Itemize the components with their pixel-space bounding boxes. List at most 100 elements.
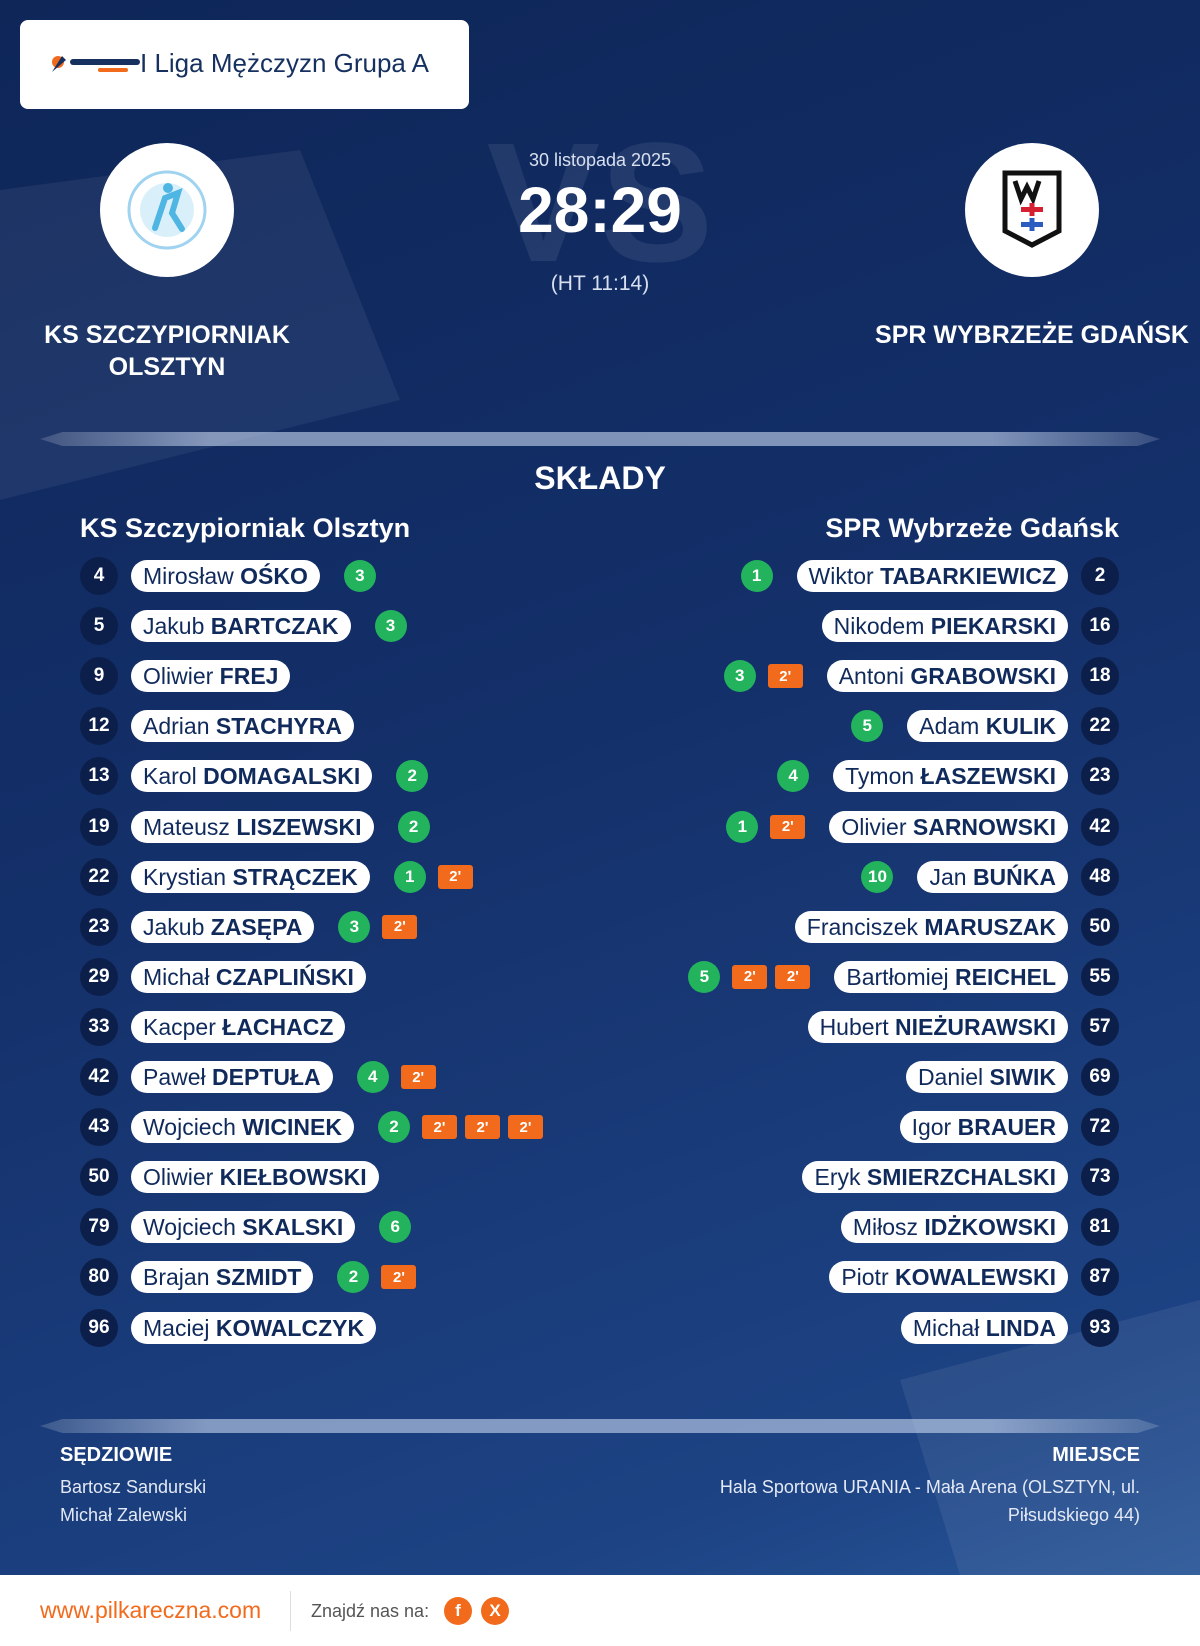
- player-name: Adrian STACHYRA: [131, 710, 354, 743]
- player-number: 42: [1081, 807, 1119, 846]
- away-lineup-title: SPR Wybrzeże Gdańsk: [825, 513, 1119, 543]
- player-name: Wojciech WICINEK: [131, 1111, 354, 1144]
- player-name: Nikodem PIEKARSKI: [821, 610, 1068, 643]
- home-lineup-title: KS Szczypiorniak Olsztyn: [80, 513, 411, 543]
- goals-badge: 1: [740, 560, 773, 592]
- last-name: WICINEK: [242, 1114, 342, 1141]
- player-name: Karol DOMAGALSKI: [131, 760, 373, 793]
- player-name: Adam KULIK: [907, 710, 1068, 743]
- player-name: Oliwier FREJ: [131, 660, 291, 693]
- separator: [290, 1591, 291, 1631]
- officials: SĘDZIOWIE Bartosz Sandurski Michał Zalews…: [60, 1444, 206, 1529]
- last-name: SKALSKI: [242, 1214, 344, 1241]
- player-row: 13 Karol DOMAGALSKI 2: [80, 756, 429, 796]
- player-name: Daniel SIWIK: [905, 1061, 1068, 1093]
- venue: MIEJSCE Hala Sportowa URANIA - Mała Aren…: [670, 1444, 1140, 1529]
- player-name: Maciej KOWALCZYK: [131, 1311, 377, 1344]
- official-name: Bartosz Sandurski: [60, 1477, 207, 1497]
- player-name: Brajan SZMIDT: [131, 1261, 314, 1294]
- first-name: Oliwier: [143, 1164, 214, 1191]
- penalty-badge: 2': [421, 1115, 457, 1140]
- first-name: Paweł: [143, 1064, 206, 1090]
- player-name: Wiktor TABARKIEWICZ: [796, 560, 1068, 592]
- player-row: 42 Olivier SARNOWSKI 2' 1: [726, 807, 1119, 847]
- first-name: Jakub: [143, 613, 205, 640]
- section-title: SKŁADY: [534, 460, 666, 496]
- site-link[interactable]: www.pilkareczna.com: [40, 1597, 262, 1623]
- last-name: PIEKARSKI: [930, 613, 1056, 640]
- divider: [40, 1419, 1160, 1433]
- player-name: Mirosław OŚKO: [131, 560, 320, 592]
- last-name: SIWIK: [989, 1064, 1056, 1090]
- player-row: 43 Wojciech WICINEK 2 2' 2' 2': [80, 1107, 543, 1147]
- last-name: STACHYRA: [215, 713, 342, 740]
- last-name: SZMIDT: [215, 1264, 302, 1291]
- player-row: 29 Michał CZAPLIŃSKI: [80, 957, 366, 997]
- player-row: 22 Krystian STRĄCZEK 1 2': [80, 857, 473, 897]
- first-name: Igor: [911, 1114, 952, 1141]
- player-number: 29: [80, 957, 118, 996]
- player-row: 50 Franciszek MARUSZAK: [794, 907, 1119, 947]
- last-name: CZAPLIŃSKI: [215, 963, 354, 990]
- player-number: 96: [80, 1308, 118, 1347]
- player-number: 18: [1081, 657, 1119, 696]
- last-name: ZASĘPA: [210, 913, 303, 940]
- first-name: Hubert: [819, 1013, 889, 1040]
- player-name: Jakub ZASĘPA: [131, 910, 315, 943]
- player-row: 19 Mateusz LISZEWSKI 2: [80, 807, 430, 847]
- last-name: SARNOWSKI: [912, 813, 1056, 840]
- player-number: 50: [1081, 907, 1119, 946]
- first-name: Mateusz: [143, 813, 230, 840]
- player-row: 9 Oliwier FREJ: [80, 656, 291, 696]
- player-name: Krystian STRĄCZEK: [131, 860, 370, 893]
- x-icon[interactable]: X: [481, 1597, 509, 1625]
- first-name: Michał: [143, 963, 210, 990]
- divider: [40, 432, 1160, 446]
- player-number: 79: [80, 1208, 118, 1247]
- player-name: Olivier SARNOWSKI: [829, 810, 1068, 843]
- last-name: KULIK: [985, 713, 1056, 740]
- last-name: GRABOWSKI: [910, 663, 1056, 690]
- player-row: 23 Tymon ŁASZEWSKI 4: [777, 756, 1119, 796]
- player-number: 87: [1081, 1258, 1119, 1297]
- first-name: Tymon: [845, 763, 915, 790]
- first-name: Kacper: [143, 1013, 216, 1040]
- away-team-name: SPR WYBRZEŻE GDAŃSK: [875, 321, 1189, 349]
- home-team-name: KS SZCZYPIORNIAK OLSZTYN: [44, 321, 290, 381]
- first-name: Mirosław: [143, 563, 234, 589]
- player-row: 33 Kacper ŁACHACZ: [80, 1007, 346, 1047]
- player-number: 12: [80, 707, 118, 746]
- first-name: Adrian: [143, 713, 210, 740]
- first-name: Eryk: [814, 1164, 861, 1191]
- match-date: 30 listopada 2025: [528, 150, 672, 170]
- officials-list: Bartosz Sandurski Michał Zalewski: [60, 1473, 206, 1529]
- last-name: ŁACHACZ: [222, 1013, 334, 1040]
- goals-badge: 3: [343, 560, 376, 592]
- venue-title: MIEJSCE: [1052, 1444, 1140, 1466]
- penalty-badge: 2': [381, 1265, 417, 1290]
- last-name: KOWALCZYK: [215, 1314, 365, 1341]
- penalty-badge: 2': [775, 964, 811, 989]
- first-name: Krystian: [143, 863, 227, 890]
- goals-badge: 1: [726, 810, 759, 843]
- first-name: Maciej: [143, 1314, 210, 1341]
- facebook-icon[interactable]: f: [444, 1597, 472, 1625]
- player-number: 16: [1081, 607, 1119, 646]
- player-number: 57: [1081, 1007, 1119, 1046]
- officials-title: SĘDZIOWIE: [60, 1444, 173, 1466]
- player-row: 4 Mirosław OŚKO 3: [80, 556, 376, 596]
- player-row: 93 Michał LINDA: [900, 1308, 1119, 1348]
- first-name: Brajan: [143, 1264, 210, 1291]
- last-name: KIEŁBOWSKI: [219, 1164, 367, 1191]
- player-name: Michał LINDA: [900, 1311, 1068, 1344]
- penalty-badge: 2': [770, 814, 806, 839]
- player-name: Piotr KOWALEWSKI: [829, 1261, 1068, 1294]
- last-name: DEPTUŁA: [212, 1064, 321, 1090]
- first-name: Michał: [912, 1314, 980, 1341]
- official-name: Michał Zalewski: [60, 1505, 188, 1525]
- first-name: Oliwier: [143, 663, 214, 690]
- player-row: 55 Bartłomiej REICHEL 2' 2' 5: [688, 957, 1119, 997]
- last-name: REICHEL: [955, 963, 1056, 990]
